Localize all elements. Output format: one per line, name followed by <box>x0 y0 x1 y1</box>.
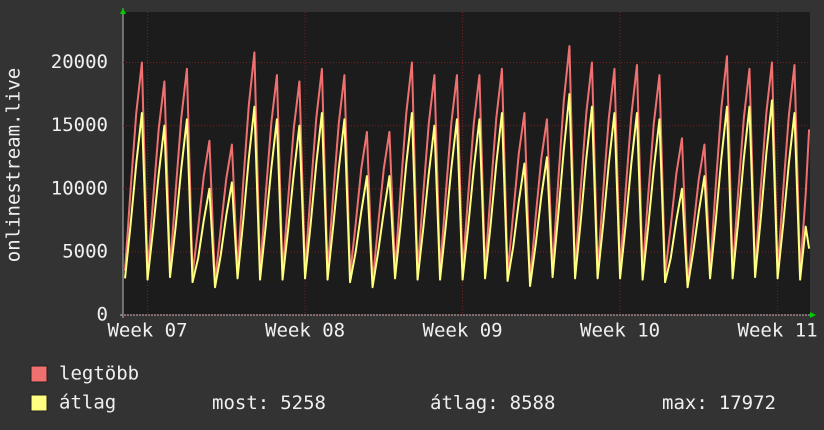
legend-stat: most: 5258 <box>212 392 326 414</box>
series-line <box>124 45 811 285</box>
legend-stat: max: 17972 <box>662 392 776 414</box>
legend-label: legtöbb <box>59 363 139 385</box>
stat-value: 5258 <box>280 392 326 414</box>
y-axis-label: onlinestream.live <box>3 68 25 262</box>
stat-value: 17972 <box>719 392 776 414</box>
x-tick-label: Week 07 <box>107 320 187 342</box>
stat-label: átlag: <box>430 392 499 414</box>
y-tick-label: 20000 <box>51 51 108 73</box>
x-tick-label: Week 09 <box>423 320 503 342</box>
y-tick-label: 15000 <box>51 114 108 136</box>
stat-label: max: <box>662 392 708 414</box>
legend-swatch <box>30 394 48 412</box>
y-tick-label: 0 <box>97 304 108 326</box>
y-tick-label: 5000 <box>62 240 108 262</box>
y-tick-label: 10000 <box>51 177 108 199</box>
axis-arrow <box>810 312 816 318</box>
legend-label: átlag <box>59 392 116 414</box>
x-tick-label: Week 08 <box>265 320 345 342</box>
legend-stat: átlag: 8588 <box>430 392 555 414</box>
stat-label: most: <box>212 392 269 414</box>
axis-arrow <box>120 8 126 14</box>
plot-area <box>123 12 810 315</box>
stat-value: 8588 <box>510 392 556 414</box>
x-tick-label: Week 11 <box>738 320 818 342</box>
series-line <box>124 93 811 289</box>
legend-swatch <box>30 365 48 383</box>
x-tick-label: Week 10 <box>580 320 660 342</box>
